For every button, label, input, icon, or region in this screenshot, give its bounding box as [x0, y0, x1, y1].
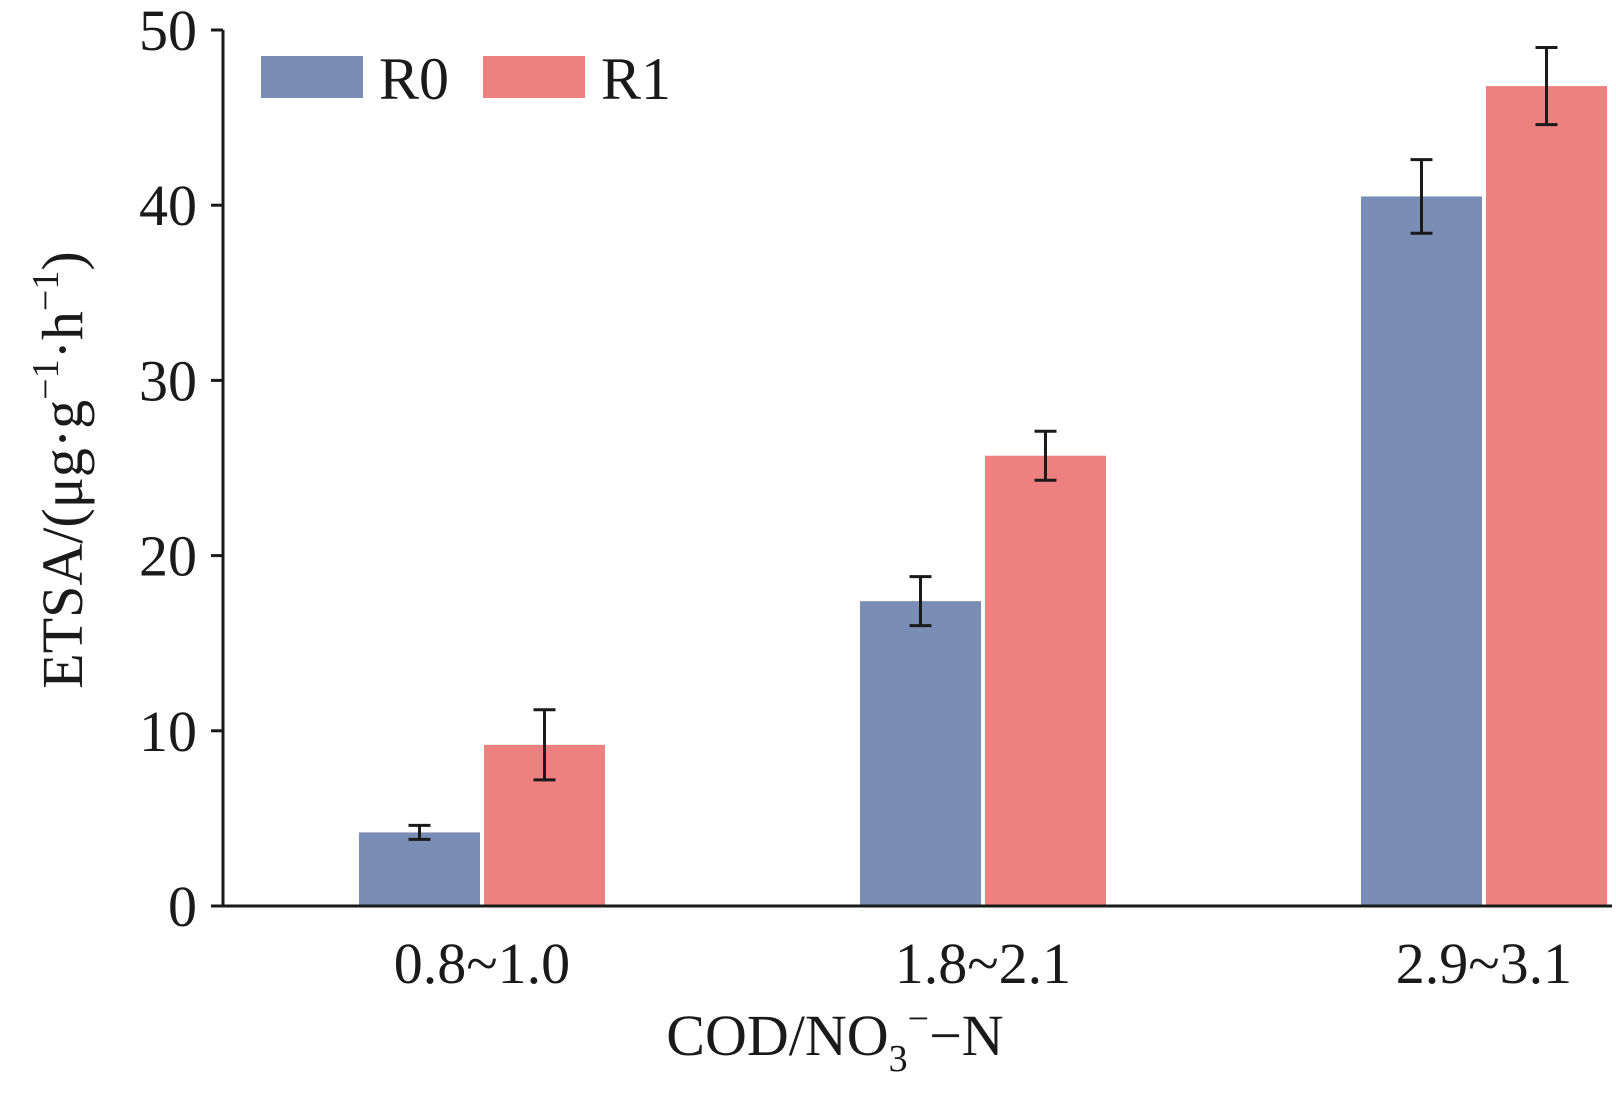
- bar-r1-3: [1486, 86, 1607, 906]
- legend-label-r0: R0: [379, 46, 449, 112]
- bars-group: [359, 86, 1607, 906]
- error-bar-r0-1: [408, 823, 431, 841]
- x-tick-label: 1.8~2.1: [895, 931, 1071, 996]
- bar-r0-1: [359, 832, 480, 906]
- y-tick-label: 50: [139, 0, 197, 63]
- error-bar-r0-2: [909, 575, 932, 628]
- legend-swatch-r0: [261, 56, 363, 98]
- legend: R0 R1: [261, 46, 671, 112]
- bar-r0-3: [1361, 196, 1482, 906]
- plot-area: 0 10 20 30 40 50 0.8~1.0 1.8~2.1 2.9~3.1: [139, 0, 1612, 996]
- y-tick-label: 10: [139, 699, 197, 764]
- y-tick-label: 40: [139, 173, 197, 238]
- x-axis-title: COD/NO3−−N: [666, 998, 1003, 1080]
- bar-r1-2: [985, 455, 1106, 906]
- error-bar-r1-2: [1034, 429, 1057, 482]
- y-tick-label: 20: [139, 524, 197, 589]
- error-bar-r0-3: [1410, 158, 1433, 235]
- x-ticks-group: 0.8~1.0 1.8~2.1 2.9~3.1: [394, 931, 1572, 996]
- y-ticks-group: 0 10 20 30 40 50: [139, 0, 223, 939]
- y-axis-title: ETSA/(μg·g−1·h−1): [25, 251, 95, 688]
- x-tick-label: 2.9~3.1: [1396, 931, 1572, 996]
- x-tick-label: 0.8~1.0: [394, 931, 570, 996]
- error-bars-group: [408, 46, 1558, 841]
- error-bar-r1-3: [1535, 46, 1558, 127]
- bar-r0-2: [860, 601, 981, 906]
- legend-swatch-r1: [483, 56, 585, 98]
- y-tick-label: 0: [168, 874, 197, 939]
- error-bar-r1-1: [533, 708, 556, 782]
- y-tick-label: 30: [139, 348, 197, 413]
- legend-label-r1: R1: [601, 46, 671, 112]
